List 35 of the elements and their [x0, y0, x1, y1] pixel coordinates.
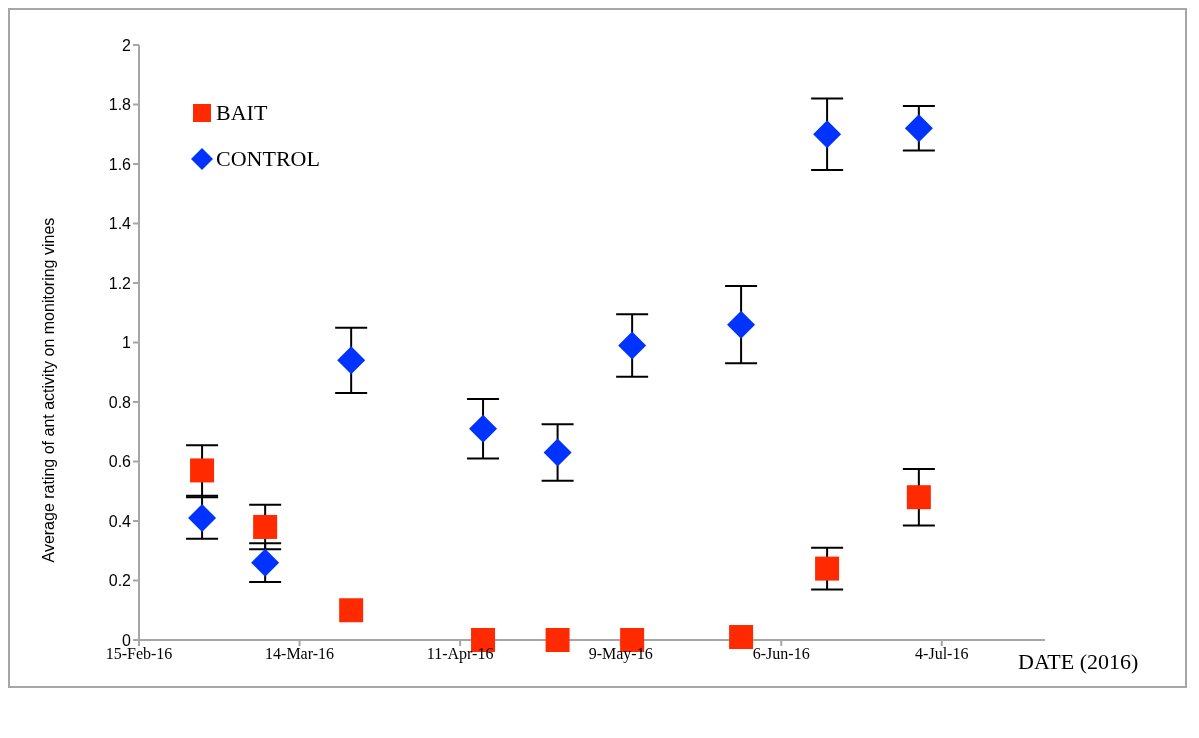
point: [904, 114, 933, 143]
point: [618, 331, 647, 360]
point: [339, 598, 364, 623]
x-tick-label: 14-Mar-16: [265, 645, 335, 663]
y-tick-label: 1.2: [108, 274, 132, 292]
point: [469, 414, 498, 443]
y-tick-label: 1: [122, 334, 132, 352]
x-tick-label: 9-May-16: [588, 645, 653, 664]
point: [190, 458, 215, 483]
point: [813, 120, 842, 149]
x-tick-label: 11-Apr-16: [426, 645, 494, 664]
point: [815, 556, 840, 581]
y-tick-label: 0.4: [108, 512, 132, 530]
point: [253, 514, 278, 539]
point: [906, 485, 931, 510]
x-tick-label: 6-Jun-16: [752, 645, 810, 663]
point: [545, 628, 570, 652]
y-tick-label: 2: [122, 36, 132, 54]
point: [727, 310, 756, 339]
y-tick-label: 1.4: [108, 215, 132, 233]
legend-label: CONTROL: [216, 146, 320, 172]
point: [188, 504, 217, 533]
y-tick-label: 1.6: [108, 155, 132, 173]
point: [337, 346, 366, 375]
legend-label: BAIT: [216, 100, 268, 126]
y-tick-label: 0.8: [108, 393, 132, 411]
point: [251, 548, 280, 577]
y-tick-label: 0.2: [108, 572, 132, 590]
y-tick-label: 0.6: [108, 453, 132, 471]
y-tick-label: 1.8: [108, 96, 132, 114]
y-axis-title: Average rating of ant activity on monitoring vines: [39, 217, 57, 563]
point: [543, 438, 572, 467]
x-tick-label: 4-Jul-16: [915, 645, 969, 663]
point: [729, 625, 754, 650]
x-axis-title: DATE (2016): [1018, 649, 1139, 675]
